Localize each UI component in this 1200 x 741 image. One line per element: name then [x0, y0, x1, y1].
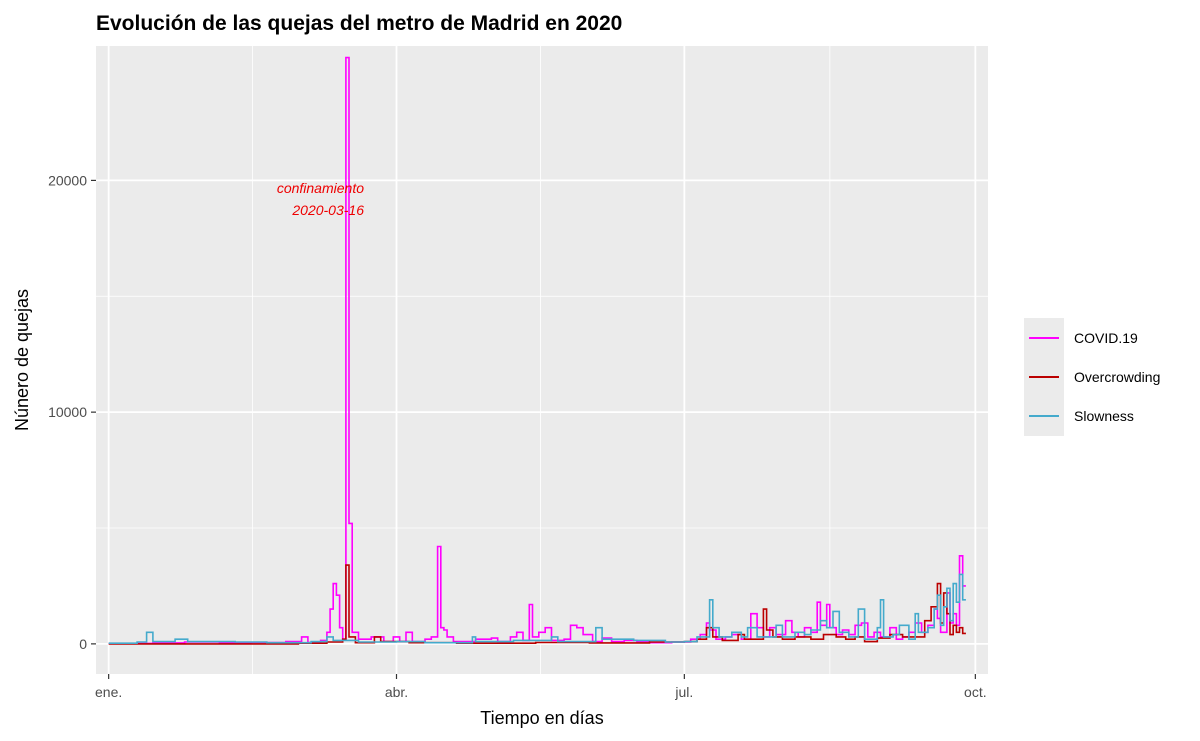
series-line-slowness — [108, 573, 966, 644]
x-axis-title: Tiempo en días — [480, 708, 603, 728]
y-tick-label: 20000 — [48, 172, 87, 188]
x-tick-label: ene. — [95, 684, 122, 700]
annotation: confinamiento 2020-03-16 — [277, 180, 364, 218]
plot-panel — [96, 46, 988, 674]
annotation-date: 2020-03-16 — [291, 202, 364, 218]
y-tick-label: 0 — [79, 636, 87, 652]
y-axis: 0 10000 20000 — [48, 172, 96, 652]
grid-minor — [96, 46, 988, 674]
x-tick-label: jul. — [674, 684, 693, 700]
y-axis-title: Núnero de quejas — [12, 289, 32, 431]
legend-label: Slowness — [1074, 408, 1134, 424]
x-tick-label: oct. — [964, 684, 987, 700]
legend-label: Overcrowding — [1074, 369, 1160, 385]
x-axis: ene. abr. jul. oct. — [95, 674, 987, 700]
legend: COVID.19 Overcrowding Slowness — [1024, 318, 1160, 436]
legend-label: COVID.19 — [1074, 330, 1138, 346]
annotation-label: confinamiento — [277, 180, 364, 196]
chart-title: Evolución de las quejas del metro de Mad… — [96, 12, 622, 35]
series-line-covid-19 — [108, 56, 966, 645]
y-tick-label: 10000 — [48, 404, 87, 420]
series-layer — [108, 56, 966, 645]
x-tick-label: abr. — [385, 684, 408, 700]
